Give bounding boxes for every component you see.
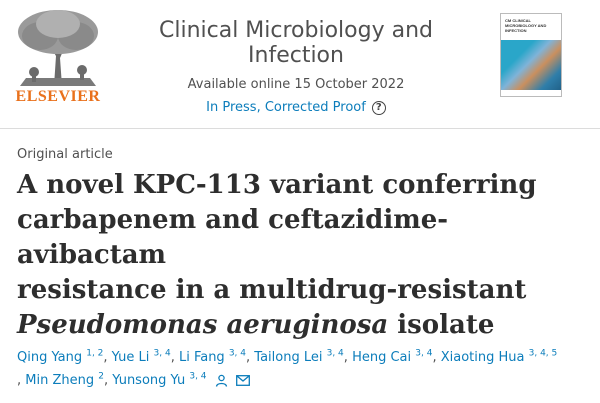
title-line-3: resistance in a multidrug-resistant xyxy=(17,275,527,305)
author-link[interactable]: Qing Yang 1, 2 xyxy=(17,348,104,365)
cover-artwork xyxy=(501,40,561,92)
cover-header: CM CLINICAL MICROBIOLOGY AND INFECTION xyxy=(501,14,561,40)
author-link[interactable]: Min Zheng 2 xyxy=(25,371,104,388)
cover-title: CM CLINICAL MICROBIOLOGY AND INFECTION xyxy=(505,18,547,33)
in-press-label[interactable]: In Press, Corrected Proof xyxy=(206,100,366,115)
article-type: Original article xyxy=(17,147,113,162)
person-icon[interactable] xyxy=(215,374,228,387)
in-press-link[interactable]: In Press, Corrected Proof ? xyxy=(206,100,386,115)
tree-logo-icon xyxy=(10,6,106,88)
author-link[interactable]: Tailong Lei 3, 4 xyxy=(254,348,344,365)
elsevier-logo[interactable]: ELSEVIER xyxy=(10,6,106,110)
mail-icon[interactable] xyxy=(235,375,250,386)
author-link[interactable]: Heng Cai 3, 4 xyxy=(352,348,433,365)
author-link[interactable]: Xiaoting Hua 3, 4, 5 xyxy=(440,348,558,365)
author-link[interactable]: Li Fang 3, 4 xyxy=(178,348,247,365)
cover-footer xyxy=(501,90,561,96)
title-line-1: A novel KPC-113 variant conferring xyxy=(17,170,537,200)
author-link[interactable]: Yue Li 3, 4 xyxy=(111,348,171,365)
article-title: A novel KPC-113 variant conferring carba… xyxy=(17,168,597,343)
title-tail: isolate xyxy=(388,310,495,340)
header-divider xyxy=(0,128,600,129)
journal-cover-thumbnail[interactable]: CM CLINICAL MICROBIOLOGY AND INFECTION xyxy=(500,13,562,97)
available-online-date: Available online 15 October 2022 xyxy=(187,77,405,92)
title-organism: Pseudomonas aeruginosa xyxy=(17,310,389,340)
help-icon[interactable]: ? xyxy=(371,100,386,115)
title-line-2: carbapenem and ceftazidime-avibactam xyxy=(17,205,449,270)
author-list: Qing Yang 1, 2, Yue Li 3, 4, Li Fang 3, … xyxy=(17,348,558,388)
journal-info: Clinical Microbiology and Infection Avai… xyxy=(112,18,480,116)
author-link[interactable]: Yunsong Yu 3, 4 xyxy=(112,371,207,388)
journal-title[interactable]: Clinical Microbiology and Infection xyxy=(158,18,433,68)
publisher-name: ELSEVIER xyxy=(15,88,101,105)
journal-header: ELSEVIER Clinical Microbiology and Infec… xyxy=(0,0,600,128)
